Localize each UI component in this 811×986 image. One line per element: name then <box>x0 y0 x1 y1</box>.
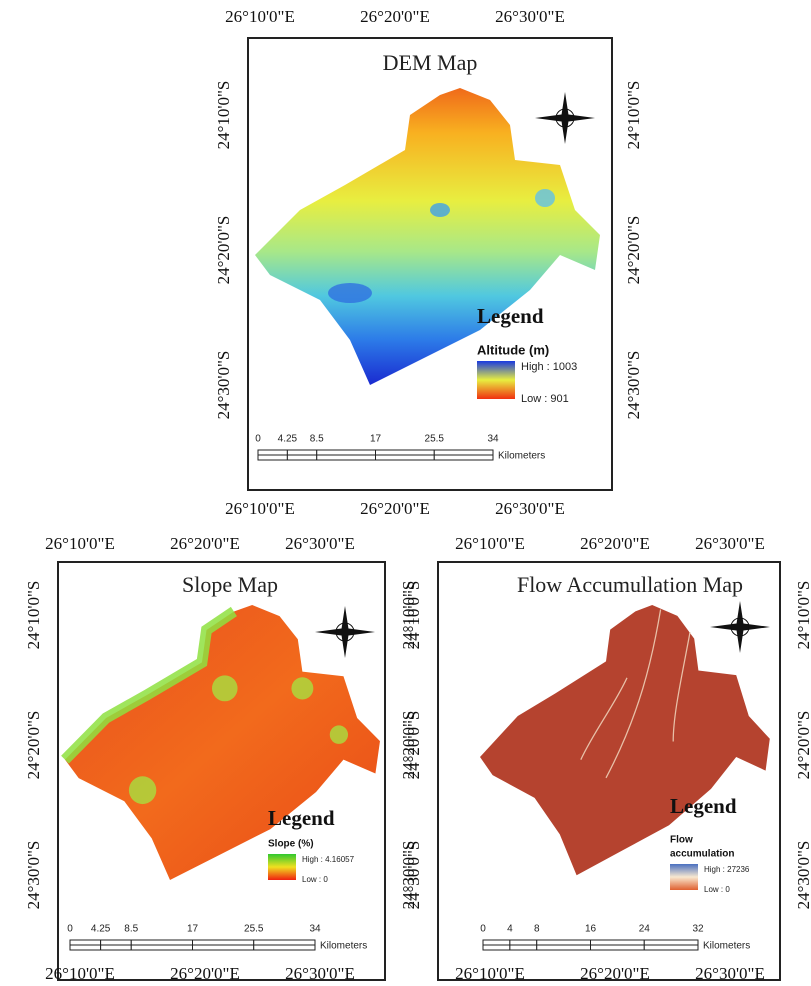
latitude-label: 24°30'0"S <box>399 841 418 910</box>
legend-field: accumulation <box>670 849 734 860</box>
dem-low-spot <box>430 203 450 217</box>
scale-label: 16 <box>585 924 597 935</box>
north-arrow-ring <box>335 622 355 642</box>
latitude-label: 24°10'0"S <box>624 81 643 150</box>
scale-label: 0 <box>480 924 486 935</box>
map-title: DEM Map <box>383 50 478 75</box>
latitude-label: 24°10'0"S <box>404 581 423 650</box>
longitude-label: 26°10'0"E <box>45 964 115 983</box>
latitude-label: 24°10'0"S <box>24 581 43 650</box>
latitude-label: 24°10'0"S <box>794 581 811 650</box>
legend-low: Low : 0 <box>704 885 730 894</box>
scale-label: 0 <box>255 434 261 445</box>
scale-label: 25.5 <box>244 924 264 935</box>
scale-label: 4.25 <box>278 434 298 445</box>
scale-label: 0 <box>67 924 73 935</box>
legend-title: Legend <box>268 806 335 830</box>
scale-label: 34 <box>309 924 321 935</box>
scale-label: 4.25 <box>91 924 111 935</box>
scale-label: 32 <box>692 924 704 935</box>
legend-field: Slope (%) <box>268 839 314 850</box>
longitude-label: 26°20'0"E <box>580 964 650 983</box>
map-title: Slope Map <box>182 572 278 597</box>
slope-steep-zone <box>329 725 349 744</box>
map-title: Flow Accumullation Map <box>517 572 743 597</box>
slope-steep-zone <box>291 677 314 700</box>
latitude-label: 24°30'0"S <box>404 841 423 910</box>
longitude-label: 26°10'0"E <box>455 964 525 983</box>
longitude-label: 26°10'0"E <box>225 7 295 26</box>
flow-channel <box>672 632 691 742</box>
longitude-label: 26°20'0"E <box>580 534 650 553</box>
legend-high: High : 27236 <box>704 865 750 874</box>
latitude-label: 24°30'0"S <box>794 841 811 910</box>
longitude-label: 26°30'0"E <box>695 534 765 553</box>
slope-steep-zone <box>61 606 237 764</box>
longitude-label: 26°20'0"E <box>170 964 240 983</box>
legend-field: Flow <box>670 835 693 846</box>
latitude-label: 24°20'0"S <box>624 216 643 285</box>
latitude-label: 24°20'0"S <box>404 711 423 780</box>
legend-ramp <box>268 854 296 880</box>
legend-high: High : 1003 <box>521 361 577 373</box>
scale-label: 8.5 <box>124 924 138 935</box>
scale-unit: Kilometers <box>320 941 367 952</box>
legend-low: Low : 0 <box>302 875 328 884</box>
longitude-label: 26°30'0"E <box>695 964 765 983</box>
longitude-label: 26°30'0"E <box>285 534 355 553</box>
longitude-label: 26°10'0"E <box>225 499 295 518</box>
north-arrow <box>535 92 595 144</box>
scale-label: 17 <box>370 434 382 445</box>
legend-ramp <box>477 361 515 399</box>
legend-field: Altitude (m) <box>477 342 549 357</box>
scale-label: 17 <box>187 924 199 935</box>
legend-high: High : 4.16057 <box>302 855 355 864</box>
map-panel: Slope Map 26°10'0"E 26°10'0"E 26°20'0"E 26°2… <box>24 534 418 983</box>
dem-low-spot <box>328 283 372 303</box>
legend-ramp <box>670 864 698 890</box>
map-panel: DEM Map 26°10'0"E 26°10'0"E 26°20'0"E 26°20'… <box>214 7 643 518</box>
legend-low: Low : 901 <box>521 393 569 405</box>
latitude-label: 24°20'0"S <box>794 711 811 780</box>
slope-steep-zone <box>211 675 238 702</box>
scale-label: 24 <box>639 924 651 935</box>
scale-unit: Kilometers <box>703 941 750 952</box>
scale-label: 25.5 <box>425 434 445 445</box>
dem-low-spot <box>535 189 555 207</box>
longitude-label: 26°20'0"E <box>360 7 430 26</box>
longitude-label: 26°10'0"E <box>455 534 525 553</box>
north-arrow <box>710 601 770 653</box>
latitude-label: 24°30'0"S <box>214 351 233 420</box>
longitude-label: 26°20'0"E <box>170 534 240 553</box>
slope-steep-zone <box>128 776 157 805</box>
scale-label: 8.5 <box>310 434 324 445</box>
north-arrow <box>315 606 375 658</box>
longitude-label: 26°30'0"E <box>495 7 565 26</box>
map-panel: Flow Accumullation Map 26°10'0"E 26°10'0"E… <box>404 534 811 983</box>
scale-label: 34 <box>487 434 499 445</box>
scale-unit: Kilometers <box>498 451 545 462</box>
longitude-label: 26°30'0"E <box>495 499 565 518</box>
flow-channel <box>605 609 662 779</box>
latitude-label: 24°20'0"S <box>399 711 418 780</box>
legend-title: Legend <box>670 794 737 818</box>
longitude-label: 26°30'0"E <box>285 964 355 983</box>
latitude-label: 24°20'0"S <box>24 711 43 780</box>
north-arrow-ring <box>730 617 750 637</box>
flow-channel <box>580 677 628 761</box>
latitude-label: 24°30'0"S <box>624 351 643 420</box>
longitude-label: 26°10'0"E <box>45 534 115 553</box>
latitude-label: 24°30'0"S <box>24 841 43 910</box>
latitude-label: 24°20'0"S <box>214 216 233 285</box>
scale-label: 8 <box>534 924 540 935</box>
north-arrow-ring <box>555 108 575 128</box>
scale-label: 4 <box>507 924 513 935</box>
latitude-label: 24°10'0"S <box>399 581 418 650</box>
legend-title: Legend <box>477 304 544 328</box>
latitude-label: 24°10'0"S <box>214 81 233 150</box>
longitude-label: 26°20'0"E <box>360 499 430 518</box>
